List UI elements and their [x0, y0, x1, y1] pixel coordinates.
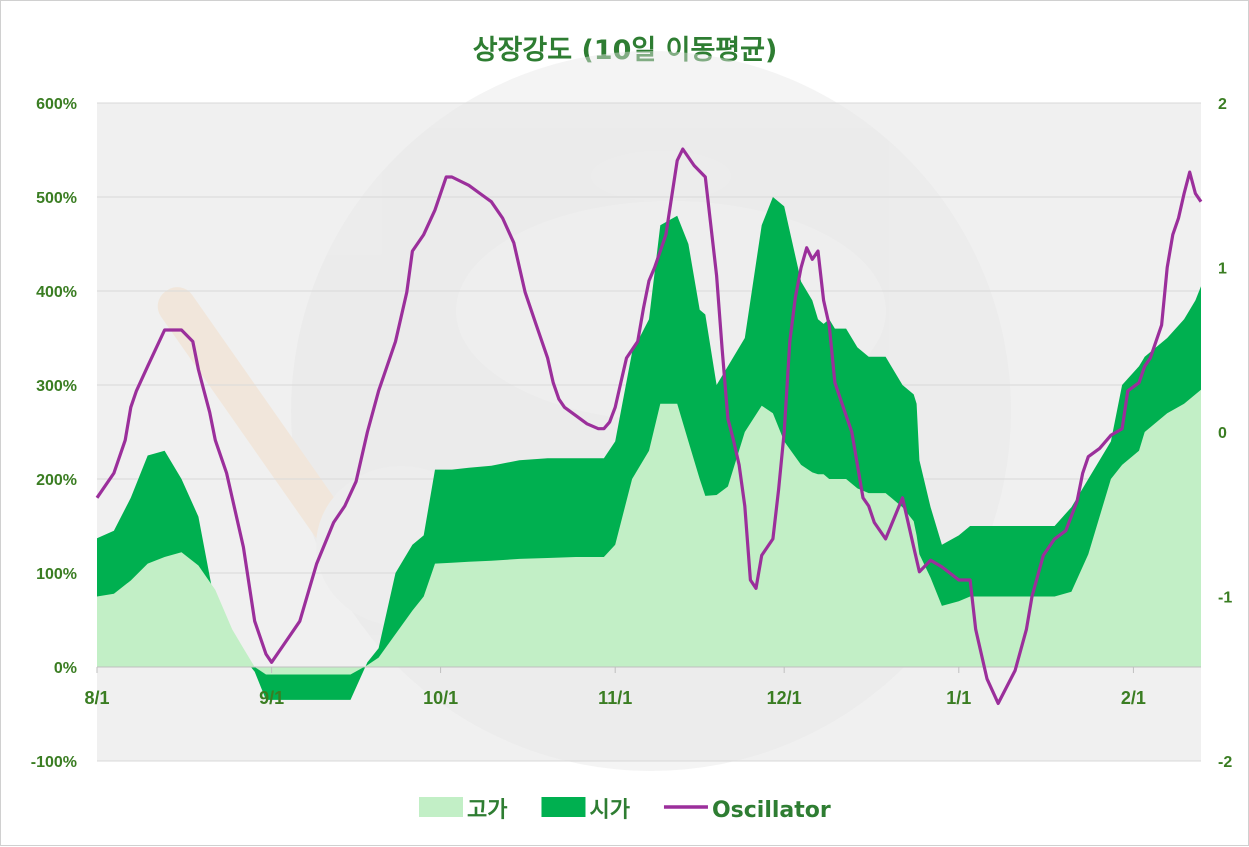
y-axis-left-ticks: -100% 0% 100% 200% 300% 400% 500% 600% [31, 96, 77, 771]
x-tick-label: 9/1 [259, 688, 284, 708]
y-tick-label: 600% [36, 96, 77, 113]
x-tick-label: 8/1 [84, 688, 109, 708]
series-oscillator-line [95, 147, 1203, 705]
y2-tick-label: -1 [1218, 590, 1232, 607]
y-axis-right-ticks: -2 -1 0 1 2 [1218, 96, 1232, 771]
y2-tick-label: 2 [1218, 96, 1227, 113]
y-tick-label: 400% [36, 284, 77, 301]
y2-tick-label: -2 [1218, 754, 1232, 771]
legend-swatch [541, 797, 586, 817]
x-tick-label: 1/1 [946, 688, 971, 708]
y-tick-label: 500% [36, 190, 77, 207]
x-tick-label: 11/1 [598, 688, 632, 708]
y2-tick-label: 1 [1218, 261, 1227, 278]
legend-item: Oscillator [663, 798, 831, 823]
legend-swatch [419, 797, 463, 817]
high-area [97, 389, 1201, 675]
legend: 고가 시가 Oscillator [419, 797, 831, 823]
y-tick-label: 300% [36, 378, 77, 395]
y-tick-label: 0% [54, 660, 77, 677]
series-high-area [97, 389, 1201, 675]
y-tick-label: 100% [36, 566, 77, 583]
chart-title: 상장강도 (10일 이동평균) [473, 35, 778, 66]
legend-label: 고가 [467, 798, 507, 823]
legend-label: Oscillator [712, 798, 831, 823]
legend-item: 시가 [541, 797, 630, 823]
legend-label: 시가 [589, 798, 629, 823]
x-tick-label: 2/1 [1121, 688, 1146, 708]
y2-tick-label: 0 [1218, 425, 1227, 442]
y-tick-label: -100% [31, 754, 77, 771]
oscillator-line [95, 147, 1203, 705]
y-tick-label: 200% [36, 472, 77, 489]
x-tick-label: 10/1 [423, 688, 458, 708]
x-tick-label: 12/1 [767, 688, 802, 708]
legend-item: 고가 [419, 797, 507, 823]
x-axis-ticks: 8/1 9/1 10/1 11/1 12/1 1/1 2/1 [84, 688, 1145, 708]
